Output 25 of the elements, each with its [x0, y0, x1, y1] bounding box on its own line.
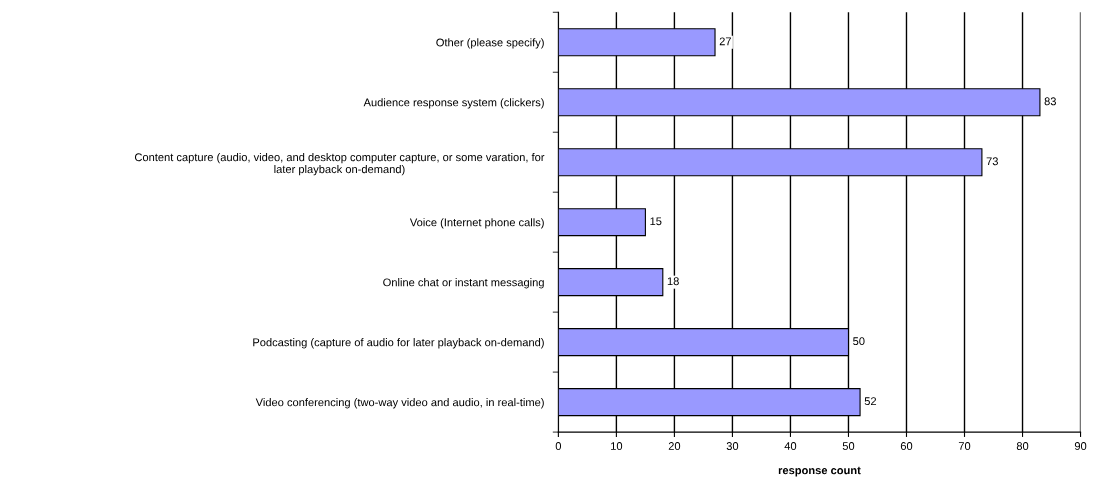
- x-axis-title: response count: [778, 466, 861, 477]
- x-tick-label: 60: [900, 442, 913, 450]
- x-tick-label: 50: [842, 442, 855, 450]
- data-label: 27: [719, 37, 731, 46]
- y-tick-label: Other (please specify): [436, 38, 544, 49]
- x-tick-label: 30: [726, 442, 739, 450]
- data-label: 73: [986, 157, 998, 166]
- x-tick-label: 10: [611, 442, 623, 450]
- y-tick-label: Voice (Internet phone calls): [409, 218, 544, 229]
- x-tick-label: 70: [958, 442, 971, 450]
- data-label: 18: [667, 277, 679, 286]
- y-tick-label: Video conferencing (two-way video and audio, in real-time): [255, 398, 544, 409]
- data-label: 52: [864, 397, 877, 406]
- x-tick-label: 80: [1016, 442, 1029, 450]
- data-label: 15: [650, 217, 662, 226]
- data-label: 50: [853, 337, 865, 346]
- x-tick-label: 90: [1074, 442, 1087, 450]
- x-tick-label: 0: [555, 442, 562, 450]
- data-label: 83: [1044, 97, 1056, 106]
- x-tick-label: 40: [784, 442, 797, 450]
- y-tick-label: Audience response system (clickers): [363, 98, 544, 109]
- x-tick-label: 20: [668, 442, 681, 450]
- y-tick-label: Content capture (audio, video, and desktop computer capture, or some varation, for later playback on-demand): [134, 153, 545, 176]
- y-tick-label: Podcasting (capture of audio for later playback on-demand): [253, 338, 544, 349]
- y-tick-label: Online chat or instant messaging: [383, 278, 544, 289]
